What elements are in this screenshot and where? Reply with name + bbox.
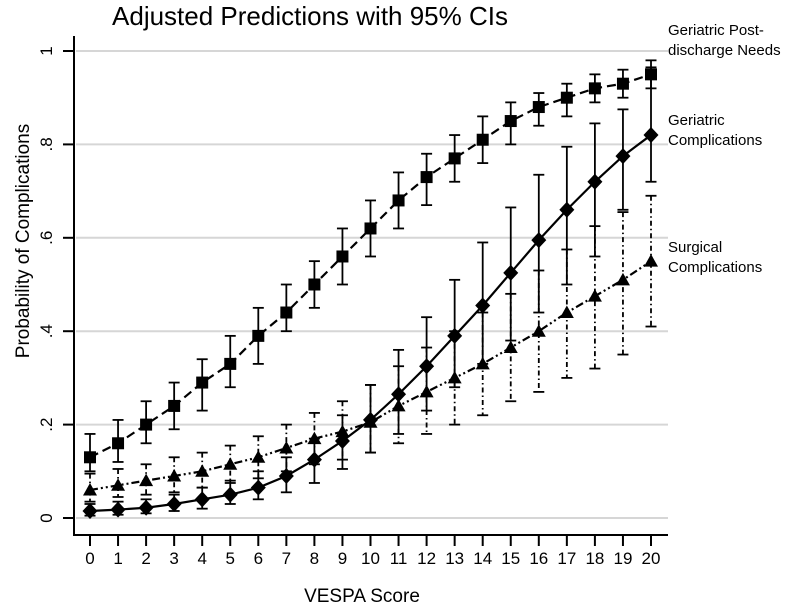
y-tick-label: .2: [37, 418, 56, 432]
x-tick-label: 12: [417, 549, 436, 568]
x-tick-label: 14: [473, 549, 492, 568]
x-tick-label: 1: [113, 549, 122, 568]
y-tick-label: 1: [37, 46, 56, 55]
y-tick-label: .4: [37, 324, 56, 338]
x-tick-label: 7: [282, 549, 291, 568]
x-tick-label: 15: [501, 549, 520, 568]
series-label-geriatric-post-discharge-needs: Geriatric Post-discharge Needs: [668, 22, 781, 59]
series-label-geriatric-complications: Geriatric Complications: [668, 112, 763, 149]
x-tick-label: 16: [529, 549, 548, 568]
x-axis-label: VESPA Score: [304, 586, 420, 607]
y-tick-label: .8: [37, 137, 56, 151]
series-label-surgical-complications: Surgical Complications: [668, 239, 763, 276]
x-tick-label: 20: [642, 549, 661, 568]
x-tick-label: 3: [169, 549, 178, 568]
x-tick-label: 11: [390, 549, 408, 568]
x-tick-label: 9: [338, 549, 347, 568]
x-tick-label: 4: [197, 549, 206, 568]
series-square: [84, 59, 657, 473]
x-tick-label: 2: [141, 549, 150, 568]
x-tick-label: 13: [445, 549, 464, 568]
chart-title: Adjusted Predictions with 95% CIs: [112, 1, 508, 31]
y-tick-label: .6: [37, 231, 56, 245]
x-tick-label: 8: [310, 549, 319, 568]
x-tick-label: 5: [226, 549, 235, 568]
x-tick-label: 18: [585, 549, 604, 568]
y-axis-label: Probability of Complications: [13, 123, 34, 359]
series-diamond: [82, 66, 659, 519]
x-tick-label: 17: [557, 549, 576, 568]
x-tick-label: 19: [613, 549, 632, 568]
x-tick-label: 6: [254, 549, 263, 568]
x-tick-label: 10: [361, 549, 380, 568]
x-tick-label: 0: [85, 549, 94, 568]
y-tick-label: 0: [37, 513, 56, 522]
